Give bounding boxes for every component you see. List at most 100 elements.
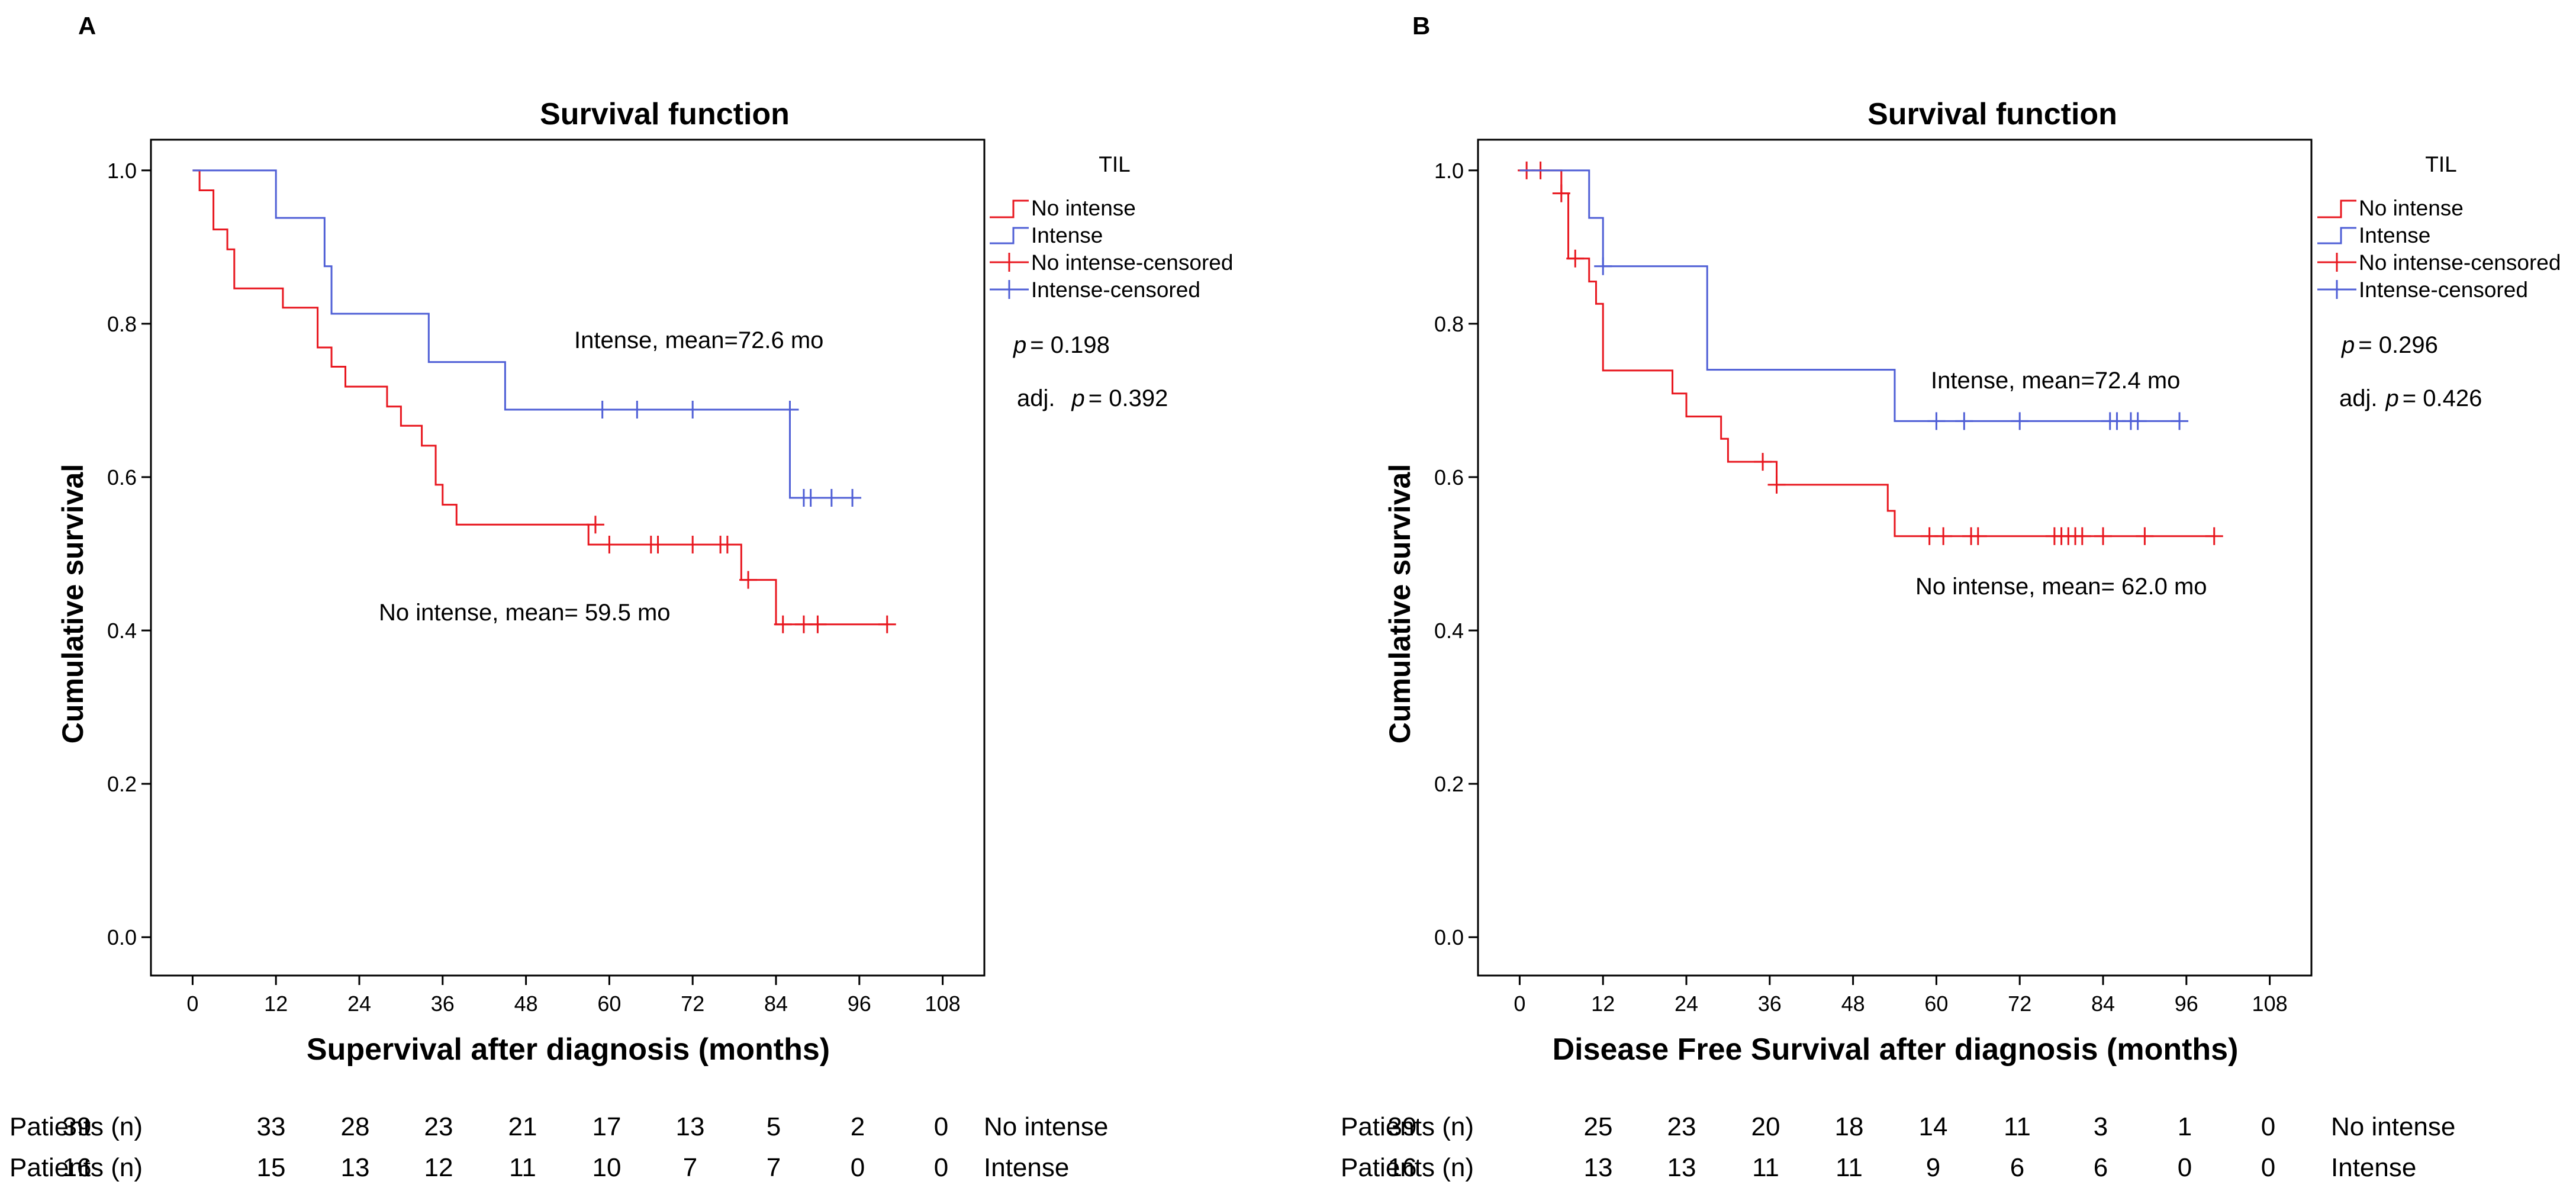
chart-title: Survival function xyxy=(540,97,790,131)
censor-mark-intense xyxy=(1927,412,1946,430)
x-tick-label: 108 xyxy=(925,992,961,1016)
legend: TIL No intense Intense No intense-censor… xyxy=(2317,152,2561,302)
legend-swatch-intense xyxy=(990,227,1029,244)
risk-count: 13 xyxy=(341,1153,370,1182)
plot-frame xyxy=(1477,139,2313,977)
censor-mark-no-intense xyxy=(809,615,827,633)
risk-count: 7 xyxy=(683,1153,697,1182)
legend: TIL No intense Intense No intense-censor… xyxy=(990,152,1233,302)
censor-mark-no-intense xyxy=(586,516,604,534)
censor-mark-no-intense xyxy=(2073,527,2091,545)
risk-row-label: Patients (n) xyxy=(1341,1112,1474,1141)
x-tick-label: 36 xyxy=(431,992,455,1016)
x-tick-label: 12 xyxy=(1591,992,1615,1016)
y-tick-label: 0.0 xyxy=(107,925,137,949)
risk-count: 1 xyxy=(2178,1112,2192,1141)
legend-swatch-intense-censored xyxy=(990,280,1029,299)
risk-count: 3 xyxy=(2094,1112,2108,1141)
x-tick-label: 60 xyxy=(597,992,621,1016)
legend-swatch-no-intense-censored xyxy=(990,253,1029,272)
legend-swatch-no-intense xyxy=(2317,199,2356,218)
x-tick-label: 72 xyxy=(2008,992,2031,1016)
legend-item: No intense xyxy=(990,196,1136,220)
censor-mark-intense xyxy=(781,400,799,419)
legend-label: No intense-censored xyxy=(2359,250,2561,275)
legend-swatch-no-intense xyxy=(990,199,1029,218)
risk-row-label: Patients (n) xyxy=(9,1112,143,1141)
legend-swatch-intense-censored xyxy=(2317,280,2356,299)
legend-item: Intense-censored xyxy=(2317,278,2528,302)
censor-mark-intense xyxy=(628,400,646,419)
legend-title: TIL xyxy=(1099,152,1130,176)
censor-mark-no-intense xyxy=(718,535,736,553)
legend-label: Intense xyxy=(2359,223,2430,247)
y-axis-label: Cumulative survival xyxy=(1383,464,1416,743)
censor-mark-intense xyxy=(1955,412,1973,430)
legend-title: TIL xyxy=(2425,152,2456,176)
panel-a: A Survival function Cumulative survival … xyxy=(9,12,1233,1182)
survival-curves xyxy=(1518,161,2223,545)
x-tick-label: 96 xyxy=(2175,992,2198,1016)
x-tick-label: 72 xyxy=(681,992,704,1016)
risk-count: 6 xyxy=(2094,1153,2108,1182)
risk-count: 28 xyxy=(341,1112,370,1141)
risk-count: 12 xyxy=(424,1153,453,1182)
survival-curves xyxy=(192,169,896,633)
plot-frame xyxy=(150,139,986,977)
y-tick-label: 0.2 xyxy=(107,772,137,796)
risk-count: 0 xyxy=(934,1153,948,1182)
risk-count: 6 xyxy=(2010,1153,2024,1182)
risk-count: 13 xyxy=(1584,1153,1613,1182)
x-tick-label: 60 xyxy=(1924,992,1948,1016)
x-tick-label: 24 xyxy=(1675,992,1698,1016)
risk-count: 17 xyxy=(593,1112,622,1141)
censor-mark-intense xyxy=(801,488,820,507)
y-axis: 0.0 0.2 0.4 0.6 0.8 1.0 xyxy=(1434,159,1478,949)
y-tick-label: 0.8 xyxy=(107,312,137,336)
censor-mark-intense xyxy=(1594,257,1612,275)
y-tick-label: 0.6 xyxy=(1434,465,1464,490)
legend-item: Intense xyxy=(2317,223,2430,247)
censor-mark-no-intense xyxy=(878,615,896,633)
risk-count: 11 xyxy=(509,1153,536,1182)
risk-table: Patients (n)39 33 28 23 21 17 13 5 2 0 No intenseP… xyxy=(9,1112,1108,1182)
x-tick-label: 24 xyxy=(347,992,371,1016)
risk-group-label: No intense xyxy=(984,1112,1108,1141)
censor-mark-no-intense xyxy=(1934,527,1953,545)
risk-row-label: Patients (n) xyxy=(1341,1153,1474,1182)
x-tick-label: 48 xyxy=(514,992,538,1016)
y-tick-label: 0.4 xyxy=(1434,619,1464,643)
censor-mark-intense xyxy=(684,400,702,419)
risk-count: 16 xyxy=(63,1153,92,1182)
risk-count: 10 xyxy=(593,1153,622,1182)
panel-label: B xyxy=(1412,12,1430,40)
x-tick-label: 48 xyxy=(1841,992,1865,1016)
censor-mark-intense xyxy=(2011,412,2029,430)
censor-mark-no-intense xyxy=(1566,249,1585,268)
x-tick-label: 36 xyxy=(1758,992,1782,1016)
legend-item: No intense xyxy=(2317,196,2464,220)
x-axis: 0 12 24 36 48 60 72 84 96 108 xyxy=(186,976,961,1016)
y-axis: 0.0 0.2 0.4 0.6 0.8 1.0 xyxy=(107,159,151,949)
x-tick-label: 0 xyxy=(1514,992,1525,1016)
x-tick-label: 96 xyxy=(848,992,871,1016)
risk-count: 0 xyxy=(2261,1112,2275,1141)
risk-count: 21 xyxy=(508,1112,537,1141)
risk-count: 20 xyxy=(1751,1112,1780,1141)
censor-mark-no-intense xyxy=(600,535,619,553)
censor-mark-no-intense xyxy=(649,535,667,553)
y-tick-label: 1.0 xyxy=(1434,159,1464,183)
x-tick-label: 84 xyxy=(2091,992,2115,1016)
x-axis: 0 12 24 36 48 60 72 84 96 108 xyxy=(1514,976,2288,1016)
risk-count: 39 xyxy=(63,1112,92,1141)
panel-label: A xyxy=(78,12,96,40)
x-tick-label: 84 xyxy=(764,992,788,1016)
risk-count: 39 xyxy=(1388,1112,1417,1141)
censor-mark-intense xyxy=(843,488,862,507)
legend-label: Intense-censored xyxy=(2359,278,2528,302)
censor-mark-no-intense xyxy=(774,615,792,633)
legend-label: Intense-censored xyxy=(1031,278,1200,302)
survival-curve-no-intense xyxy=(1519,169,2214,537)
risk-count: 25 xyxy=(1584,1112,1613,1141)
legend-item: No intense-censored xyxy=(2317,250,2561,275)
